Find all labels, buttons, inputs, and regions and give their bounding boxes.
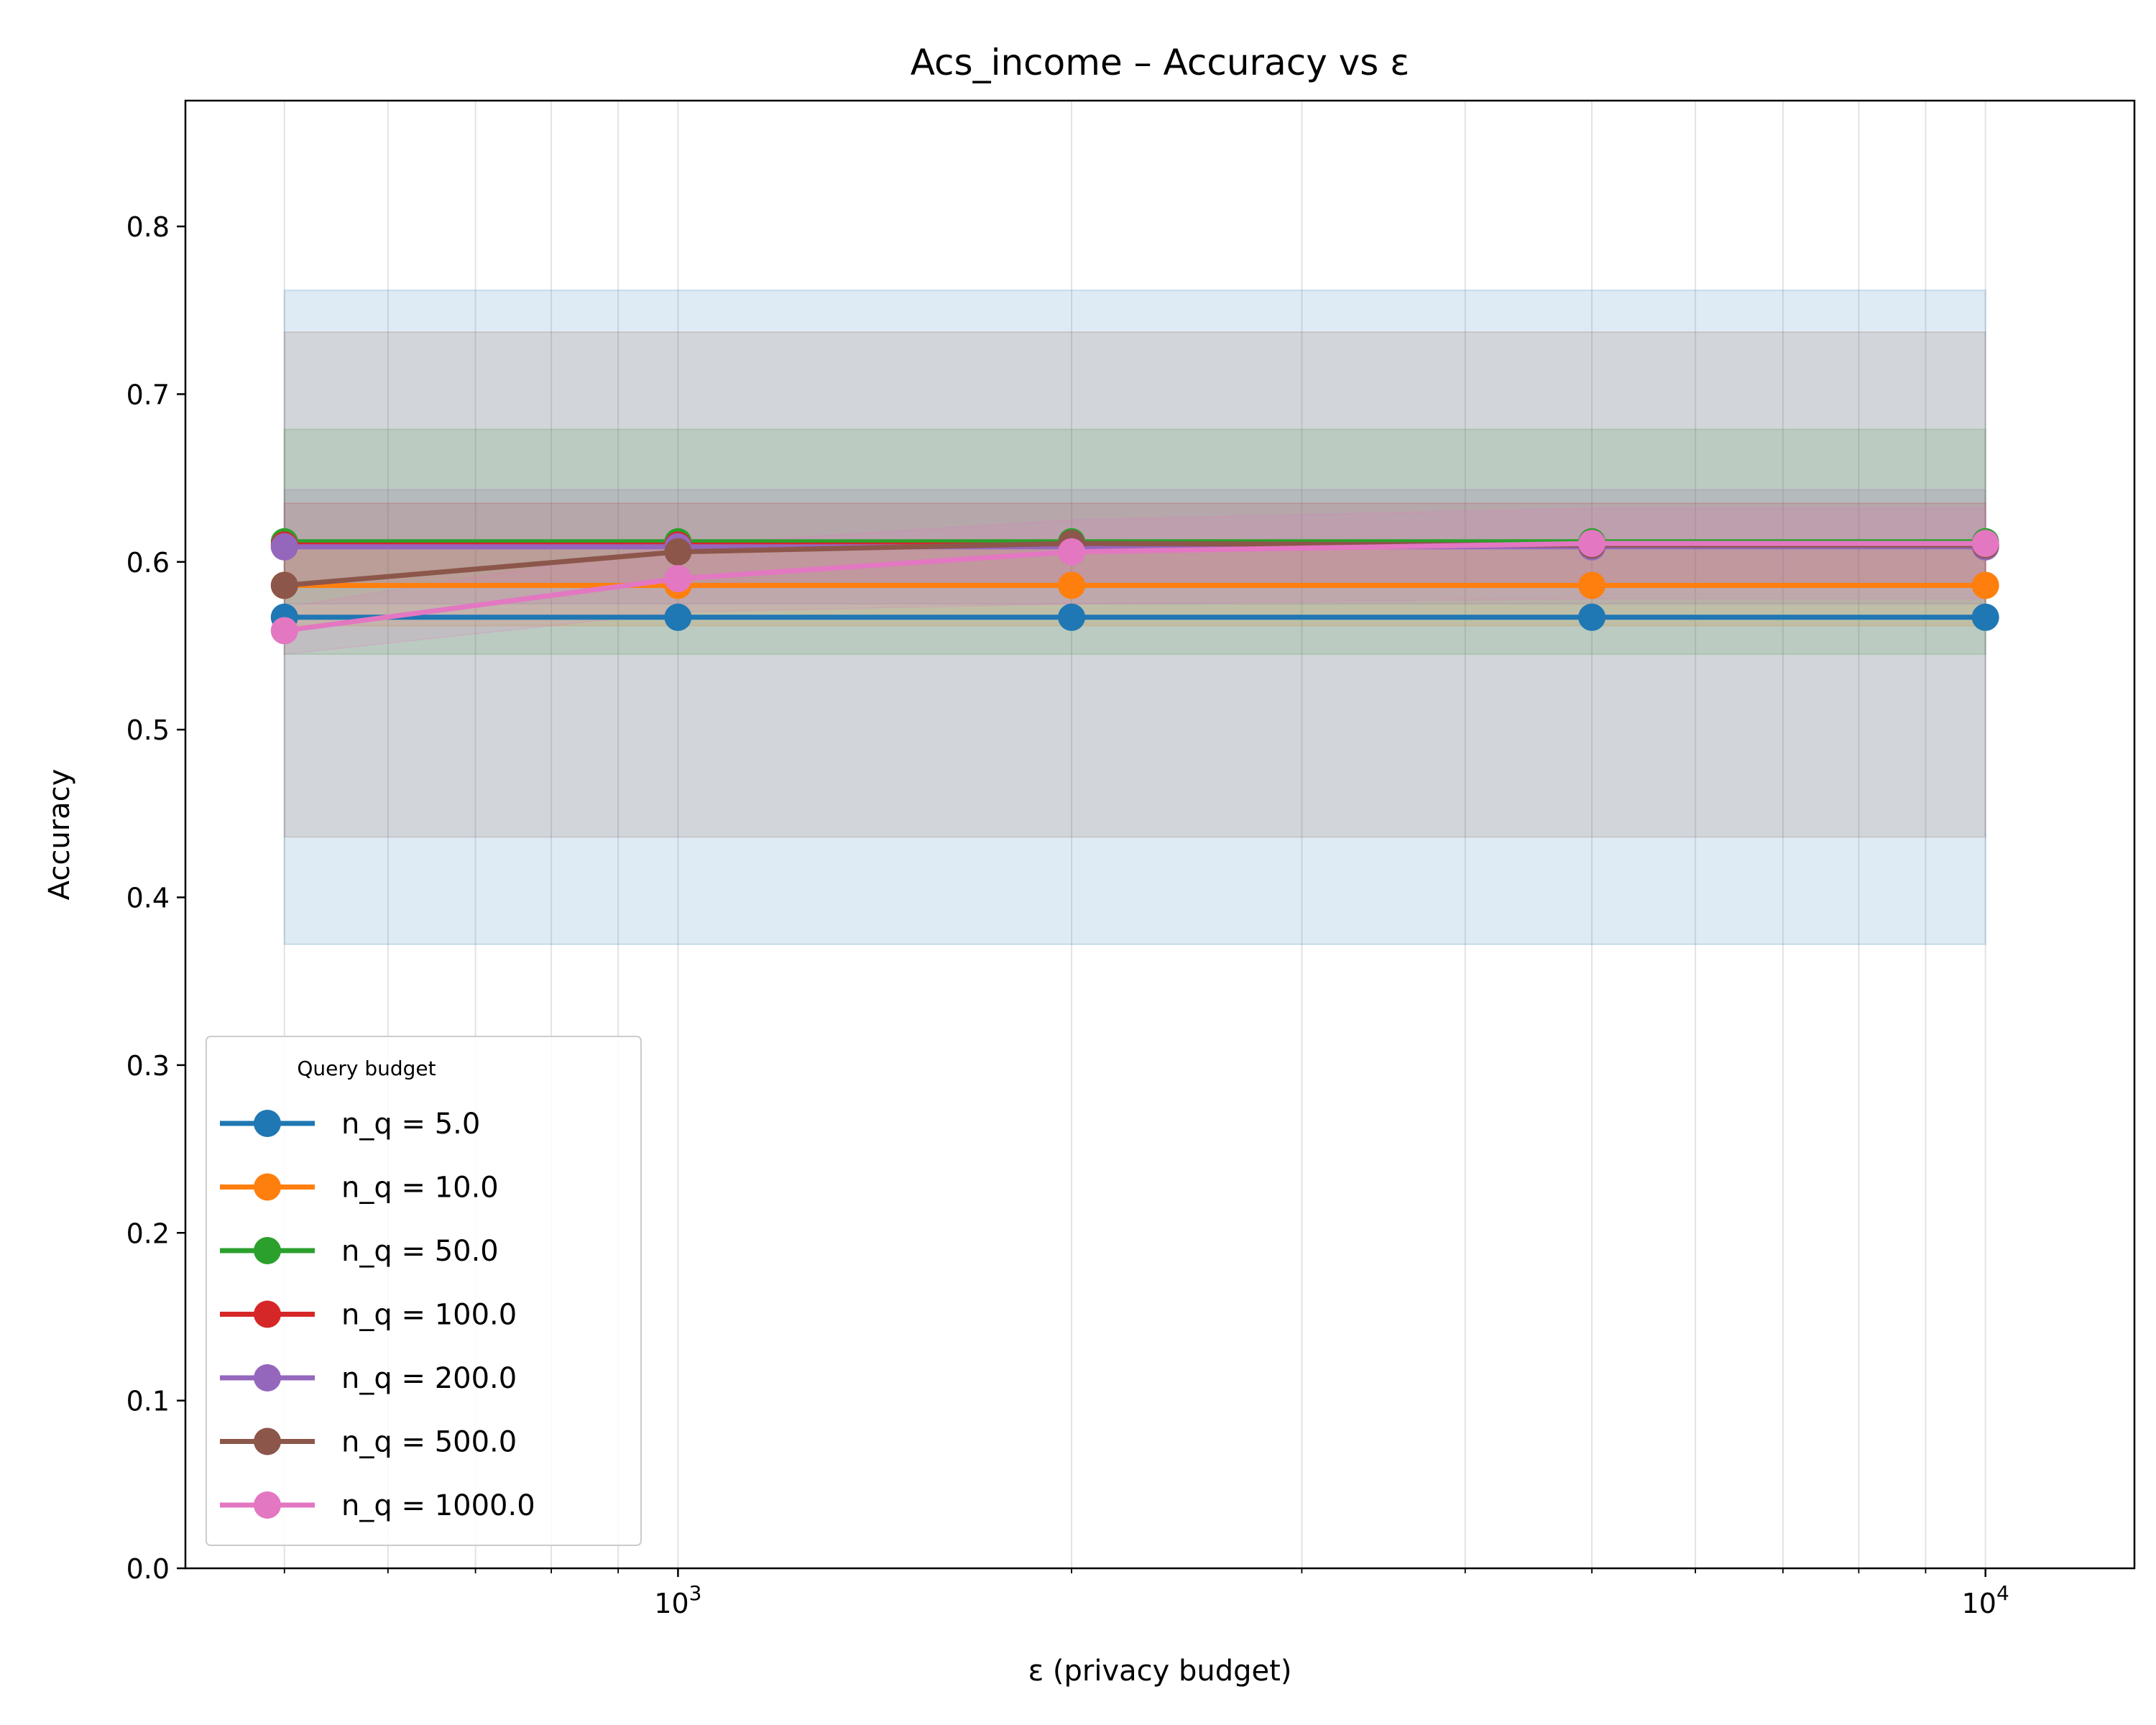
data-point [1058,603,1086,631]
legend-entry-label: n_q = 1000.0 [341,1489,535,1522]
legend: Query budget n_q = 5.0 n_q = 10.0 n_q = 50… [206,1036,642,1546]
legend-marker [254,1364,281,1392]
legend-entry-label: n_q = 500.0 [341,1426,517,1459]
data-point [1578,603,1606,631]
x-tick-label: 103 [654,1581,701,1619]
data-point [664,538,692,566]
legend-marker [254,1173,281,1201]
legend-title: Query budget [297,1057,436,1080]
legend-marker [254,1427,281,1455]
y-tick-label: 0.2 [126,1218,170,1249]
plot-area-frame [184,99,2136,1570]
legend-marker [254,1237,281,1264]
data-point [1971,571,1999,599]
data-point [1058,538,1086,566]
data-point [1971,530,1999,558]
y-tick-label: 0.4 [126,883,170,914]
axis-ticks: 103 104 0.0 0.1 0.2 0.3 0.4 0.5 0.6 0.7 0.8 [126,211,2009,1619]
data-point [1971,603,1999,631]
y-tick-label: 0.3 [126,1050,170,1082]
y-tick-label: 0.0 [126,1553,170,1585]
y-tick-label: 0.5 [126,714,170,746]
data-point [1578,571,1606,599]
data-point [270,617,298,645]
data-point [1058,571,1086,599]
legend-box [206,1036,642,1546]
y-tick-label: 0.6 [126,547,170,579]
legend-marker [254,1491,281,1519]
grid-lines [283,101,1986,1568]
y-tick-label: 0.1 [126,1386,170,1417]
data-point [664,565,692,593]
chart-title: Acs_income – Accuracy vs ε [911,42,1410,83]
legend-entry-label: n_q = 10.0 [341,1172,499,1205]
data-point [270,571,298,599]
series-lines [270,528,1999,645]
legend-entry-label: n_q = 5.0 [341,1108,480,1141]
legend-marker [254,1110,281,1137]
data-point [1578,530,1606,558]
y-tick-label: 0.7 [126,379,170,410]
y-tick-label: 0.8 [126,211,170,243]
data-point [664,603,692,631]
x-axis-label: ε (privacy budget) [1028,1655,1292,1688]
y-axis-label: Accuracy [43,769,76,901]
data-point [270,533,298,561]
legend-entry-label: n_q = 100.0 [341,1299,517,1332]
legend-entry-label: n_q = 50.0 [341,1235,499,1268]
x-tick-label: 104 [1962,1581,2009,1619]
legend-marker [254,1300,281,1328]
legend-entry-label: n_q = 200.0 [341,1362,517,1395]
